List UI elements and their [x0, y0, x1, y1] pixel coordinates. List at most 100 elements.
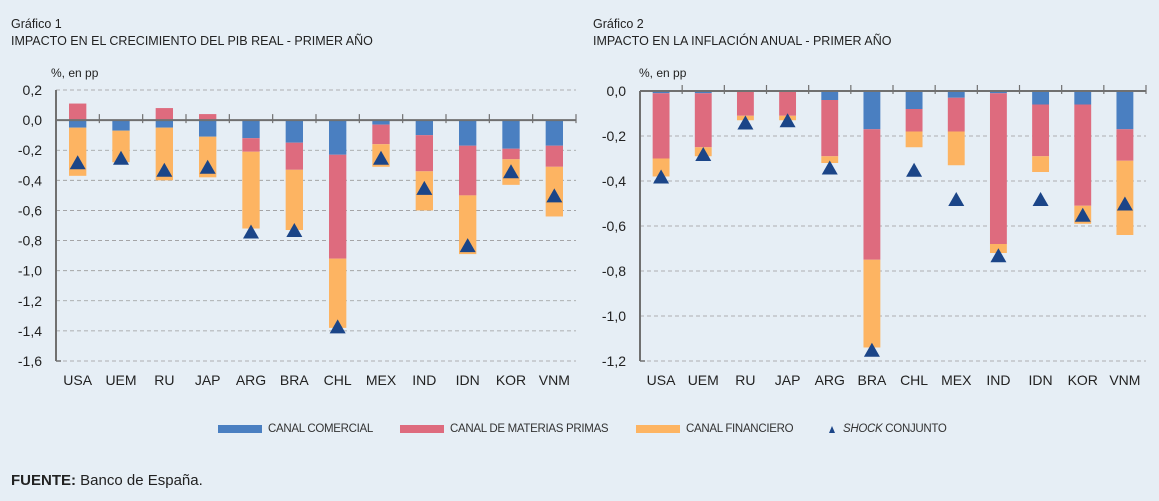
bar-segment-comercial	[863, 91, 881, 130]
bar-segment-comercial	[199, 120, 217, 137]
legend-item-shock: SHOCK CONJUNTO	[829, 423, 947, 435]
bar-segment-materias	[779, 91, 797, 116]
y-tick-label: -0,8	[602, 263, 626, 279]
bar-segment-materias	[1116, 129, 1134, 161]
bar-segment-financiero	[285, 169, 303, 231]
shock-marker	[329, 319, 346, 334]
bar-segment-financiero	[863, 259, 881, 348]
y-tick-label: -0,8	[18, 233, 42, 249]
x-tick-label: JAP	[775, 372, 801, 388]
x-tick-label: ARG	[236, 372, 266, 388]
shock-marker	[113, 150, 129, 165]
bar-segment-comercial	[821, 91, 839, 100]
shock-marker	[156, 162, 173, 177]
bar-segment-materias	[863, 129, 881, 260]
bar-segment-comercial	[947, 91, 965, 98]
chart-title: IMPACTO EN LA INFLACIÓN ANUAL - PRIMER A…	[593, 34, 892, 48]
bar-segment-financiero	[652, 158, 670, 177]
x-tick-label: KOR	[1068, 372, 1098, 388]
y-tick-label: -0,2	[18, 142, 42, 158]
bar-segment-comercial	[155, 120, 173, 128]
shock-marker	[863, 342, 880, 357]
bar-segment-comercial	[372, 120, 390, 125]
y-axis-unit-label: %, en pp	[639, 66, 687, 80]
y-tick-label: -1,2	[18, 293, 42, 309]
shock-marker	[546, 188, 563, 203]
legend-swatch-comercial	[218, 425, 262, 433]
x-tick-label: VNM	[1109, 372, 1140, 388]
chart-number: Gráfico 2	[593, 17, 644, 31]
legend-label: CANAL FINANCIERO	[686, 423, 794, 435]
legend-item-materias: CANAL DE MATERIAS PRIMAS	[400, 423, 609, 435]
shock-marker	[69, 155, 86, 170]
shock-marker	[821, 160, 838, 175]
bar-segment-financiero	[329, 258, 347, 328]
x-tick-label: RU	[735, 372, 755, 388]
shock-marker	[737, 115, 754, 130]
bar-segment-comercial	[329, 120, 347, 155]
bar-segment-financiero	[199, 136, 217, 178]
legend: CANAL COMERCIAL CANAL DE MATERIAS PRIMAS…	[0, 423, 1159, 443]
x-tick-label: IND	[412, 372, 436, 388]
x-tick-label: JAP	[195, 372, 221, 388]
bar-segment-materias	[821, 100, 839, 157]
y-tick-label: -1,0	[602, 308, 626, 324]
x-tick-label: USA	[63, 372, 92, 388]
x-tick-label: MEX	[941, 372, 972, 388]
bar-segment-materias	[1032, 104, 1050, 157]
legend-item-comercial: CANAL COMERCIAL	[218, 423, 373, 435]
y-tick-label: -1,4	[18, 323, 42, 339]
source-note: FUENTE: Banco de España.	[11, 472, 203, 489]
y-tick-label: -1,0	[18, 263, 42, 279]
source-text: Banco de España.	[76, 472, 203, 489]
x-tick-label: BRA	[858, 372, 887, 388]
legend-label: CANAL COMERCIAL	[268, 423, 373, 435]
shock-marker	[695, 147, 712, 161]
y-tick-label: -0,6	[602, 218, 626, 234]
x-tick-label: IND	[986, 372, 1010, 388]
bar-segment-comercial	[69, 120, 87, 128]
y-tick-label: -0,4	[602, 173, 626, 189]
shock-marker	[373, 150, 389, 165]
legend-swatch-financiero	[636, 425, 680, 433]
shock-marker	[243, 224, 259, 239]
shock-marker	[286, 223, 303, 238]
shock-marker	[1032, 192, 1049, 206]
x-tick-label: USA	[647, 372, 676, 388]
bar-segment-comercial	[545, 120, 563, 146]
shock-marker	[779, 113, 796, 128]
bar-segment-comercial	[415, 120, 433, 136]
bar-segment-comercial	[242, 120, 260, 139]
legend-item-financiero: CANAL FINANCIERO	[636, 423, 794, 435]
y-tick-label: -0,2	[602, 128, 626, 144]
x-tick-label: IDN	[456, 372, 480, 388]
shock-marker	[948, 192, 965, 206]
bar-segment-comercial	[285, 120, 303, 143]
shock-marker	[459, 238, 476, 253]
y-tick-label: 0,2	[23, 82, 43, 98]
bar-segment-materias	[989, 93, 1007, 244]
chart-panel-pib: Gráfico 1 IMPACTO EN EL CRECIMIENTO DEL …	[0, 0, 579, 410]
bar-segment-materias	[329, 154, 347, 259]
bar-segment-materias	[694, 93, 712, 148]
shock-marker	[653, 169, 670, 184]
x-tick-label: MEX	[366, 372, 397, 388]
bar-segment-materias	[285, 142, 303, 170]
y-tick-label: -1,2	[602, 353, 626, 369]
shock-marker	[199, 159, 216, 174]
x-tick-label: UEM	[105, 372, 136, 388]
shock-marker	[990, 248, 1007, 263]
bar-segment-materias	[69, 103, 87, 121]
x-tick-label: VNM	[539, 372, 570, 388]
chart-pib: %, en pp 0,2 0,0 -0,2 -0,4 -0,6 -0,8 -1,0 -1,2 -1…	[18, 66, 577, 388]
chart-inflacion: %, en pp 0,0 -0,2 -0,4 -0,6 -0,8 -1,0 -1,2 USA UE…	[602, 66, 1147, 388]
bar-segment-materias	[947, 97, 965, 132]
x-tick-label: BRA	[280, 372, 309, 388]
bar-segment-comercial	[1074, 91, 1092, 105]
source-label: FUENTE:	[11, 472, 76, 489]
bar-segment-materias	[372, 124, 390, 145]
bar-segment-comercial	[502, 120, 520, 149]
bar-segment-comercial	[112, 120, 130, 131]
bar-segment-materias	[1074, 104, 1092, 206]
x-tick-label: IDN	[1029, 372, 1053, 388]
